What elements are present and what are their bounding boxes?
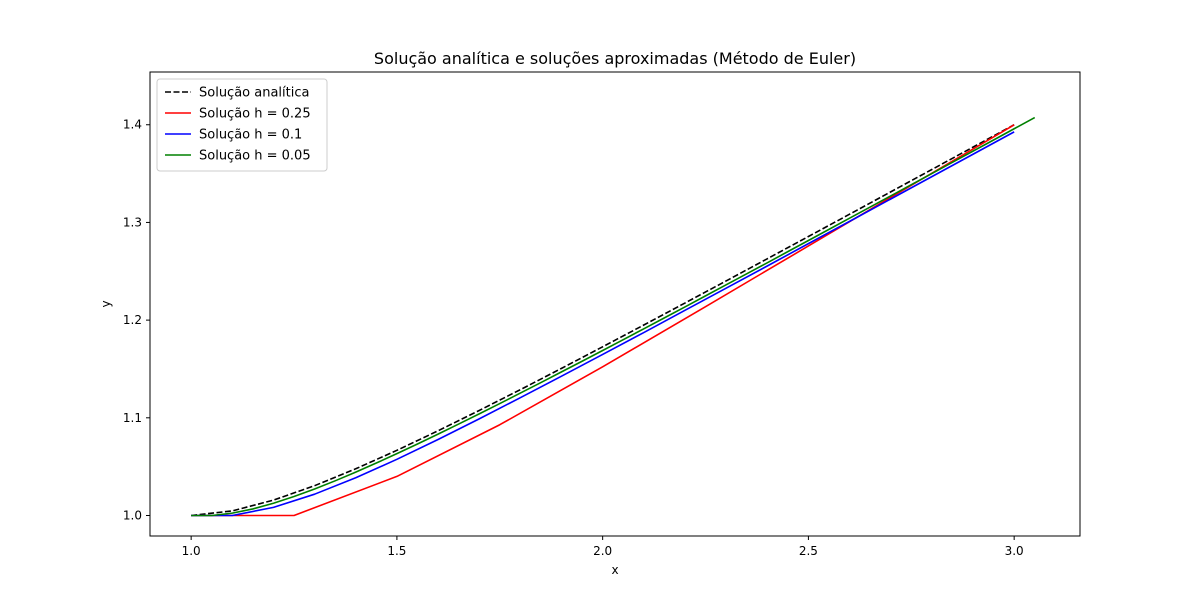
legend: Solução analítica Solução h = 0.25 Solução… — [156, 78, 328, 172]
legend-label-3: Solução h = 0.1 — [199, 128, 302, 143]
series-line-4 — [191, 116, 1036, 517]
chart-title: Solução analítica e soluções aproximadas… — [374, 49, 856, 68]
y-axis-ticks: 1.0 1.1 1.2 1.3 1.4 — [123, 118, 150, 522]
series-line-3 — [191, 131, 1015, 517]
series-line-2 — [191, 124, 1015, 517]
series-line-1 — [191, 124, 1015, 517]
y-tick-label: 1.4 — [123, 118, 142, 132]
y-tick-label: 1.2 — [123, 313, 142, 327]
x-axis-label: x — [611, 563, 618, 577]
plot-frame — [149, 71, 1081, 537]
x-tick-label: 1.5 — [387, 544, 406, 558]
plot-lines — [191, 116, 1036, 517]
x-tick-label: 2.5 — [799, 544, 818, 558]
x-axis-ticks: 1.0 1.5 2.0 2.5 3.0 — [182, 536, 1024, 558]
legend-label-1: Solução analítica — [199, 86, 309, 101]
y-tick-label: 1.3 — [123, 215, 142, 229]
x-tick-label: 1.0 — [182, 544, 201, 558]
y-axis-label: y — [99, 300, 113, 307]
legend-box — [156, 78, 328, 172]
legend-label-4: Solução h = 0.05 — [199, 149, 311, 164]
x-tick-label: 3.0 — [1005, 544, 1024, 558]
legend-label-2: Solução h = 0.25 — [199, 107, 311, 122]
y-tick-label: 1.1 — [123, 411, 142, 425]
y-tick-label: 1.0 — [123, 508, 142, 522]
x-tick-label: 2.0 — [593, 544, 612, 558]
